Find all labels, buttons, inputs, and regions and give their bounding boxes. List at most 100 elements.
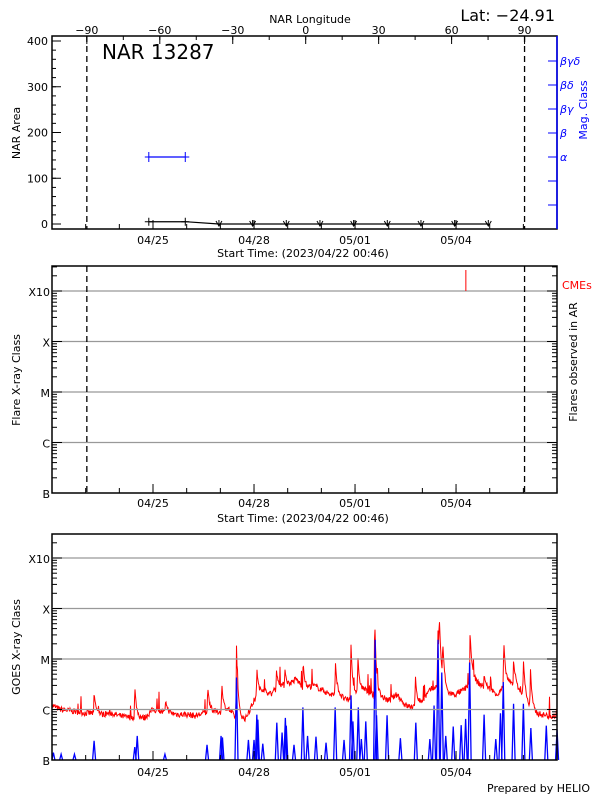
mag-class-axis-label: Mag. Class bbox=[577, 80, 590, 139]
goes-short-channel-spike bbox=[291, 744, 297, 761]
goes-short-channel-spike bbox=[501, 682, 506, 761]
goes-short-channel-spike bbox=[72, 751, 77, 761]
goes-short-channel-spike bbox=[255, 719, 261, 761]
mag-class-tick-label: βδ bbox=[559, 79, 574, 92]
area-point-arrow-down bbox=[249, 220, 257, 227]
longitude-tick-label: 0 bbox=[302, 24, 309, 37]
goes-short-channel-spike bbox=[459, 725, 464, 761]
flare-class-panel: Flare X-ray Class Flares observed in AR … bbox=[10, 265, 592, 525]
goes-short-channel-spike bbox=[481, 714, 487, 761]
goes-short-channel-spike bbox=[511, 703, 516, 761]
goes-short-channel-spike bbox=[451, 726, 456, 761]
area-point-arrow-down bbox=[316, 220, 324, 227]
goes-short-channel-spike bbox=[162, 751, 168, 761]
x-tick-label: 05/04 bbox=[440, 497, 472, 510]
x-tick-label: 05/01 bbox=[339, 234, 371, 247]
latitude-label: Lat: −24.91 bbox=[460, 6, 555, 25]
goes-short-channel-spike bbox=[384, 715, 390, 761]
longitude-tick-label: −90 bbox=[75, 24, 98, 37]
x-tick-label: 04/28 bbox=[238, 234, 270, 247]
right-axis-label: Flares observed in AR bbox=[567, 302, 580, 422]
area-point-arrow-down bbox=[282, 220, 290, 227]
x-tick-label: 05/04 bbox=[440, 234, 472, 247]
goes-short-channel-spike bbox=[528, 727, 534, 761]
x-tick-label: 05/04 bbox=[440, 766, 472, 779]
mag-class-tick-label: βγδ bbox=[559, 55, 581, 68]
y-tick-label: X10 bbox=[28, 553, 50, 566]
area-point-plus bbox=[181, 217, 190, 226]
area-point-arrow-down bbox=[484, 220, 492, 227]
area-point-arrow-down bbox=[215, 220, 223, 227]
cme-legend: CMEs bbox=[562, 279, 592, 292]
y-axis-label: GOES X-ray Class bbox=[10, 599, 23, 695]
goes-short-channel-spike bbox=[435, 639, 441, 761]
area-point-arrow-down bbox=[350, 220, 358, 227]
goes-short-channel-spike bbox=[283, 717, 288, 761]
footer-credit: Prepared by HELIO bbox=[487, 782, 590, 795]
x-tick-label: 04/25 bbox=[137, 234, 169, 247]
x-tick-label: 05/01 bbox=[339, 766, 371, 779]
goes-short-channel-spike bbox=[260, 743, 265, 761]
x-tick-label: 04/25 bbox=[137, 497, 169, 510]
longitude-tick-label: 30 bbox=[372, 24, 386, 37]
goes-short-channel-spike bbox=[467, 662, 472, 761]
plot-frame bbox=[51, 265, 558, 494]
y-tick-label: M bbox=[41, 654, 51, 667]
y-axis-label: Flare X-ray Class bbox=[10, 334, 23, 426]
y-tick-label: B bbox=[42, 488, 50, 501]
goes-short-channel-spike bbox=[300, 707, 306, 761]
goes-short-channel-spike bbox=[398, 738, 403, 761]
goes-short-channel-spike bbox=[427, 738, 433, 761]
mag-class-point bbox=[144, 152, 153, 162]
area-point-plus bbox=[144, 217, 153, 226]
plot-frame bbox=[51, 35, 558, 230]
longitude-tick-label: −30 bbox=[221, 24, 244, 37]
y-tick-label: 100 bbox=[27, 172, 48, 185]
nar-area-panel: NAR Longitude Lat: −24.91 NAR 13287 NAR … bbox=[10, 6, 590, 260]
goes-short-channel-spike bbox=[135, 735, 140, 761]
goes-short-channel-spike bbox=[279, 732, 285, 761]
area-point-arrow-down bbox=[417, 220, 425, 227]
area-point-arrow-down bbox=[383, 220, 391, 227]
goes-short-channel-spike bbox=[356, 707, 361, 761]
goes-short-channel-spike bbox=[443, 735, 448, 761]
goes-short-channel-spike bbox=[284, 725, 289, 761]
goes-long-channel-line bbox=[51, 622, 558, 723]
goes-short-channel-spike bbox=[544, 725, 549, 761]
goes-short-channel-spike bbox=[350, 721, 356, 761]
y-tick-label: M bbox=[41, 387, 51, 400]
goes-short-channel-spike bbox=[363, 721, 368, 761]
goes-short-channel-spike bbox=[58, 751, 64, 761]
goes-short-channel-spike bbox=[246, 739, 251, 761]
goes-xray-panel: GOES X-ray Class Prepared by HELIO 04/25… bbox=[10, 533, 590, 795]
y-tick-label: X bbox=[42, 604, 50, 617]
y-tick-label: C bbox=[42, 705, 50, 718]
x-tick-label: 05/01 bbox=[339, 497, 371, 510]
goes-short-channel-spike bbox=[521, 703, 526, 761]
mag-class-point bbox=[181, 152, 190, 162]
x-tick-label: 04/28 bbox=[238, 766, 270, 779]
goes-short-channel-spike bbox=[323, 742, 329, 761]
y-tick-label: B bbox=[42, 755, 50, 768]
y-tick-label: X10 bbox=[28, 286, 50, 299]
y-axis-label: NAR Area bbox=[10, 107, 23, 159]
region-title: NAR 13287 bbox=[102, 40, 215, 64]
goes-short-channel-spike bbox=[204, 744, 210, 761]
goes-short-channel-spike bbox=[305, 735, 310, 761]
goes-short-channel-spike bbox=[493, 738, 498, 761]
goes-short-channel-spike bbox=[333, 707, 338, 761]
goes-short-channel-spike bbox=[254, 714, 259, 761]
mag-class-tick-label: βγ bbox=[559, 103, 574, 116]
y-tick-label: 200 bbox=[27, 127, 48, 140]
x-axis-label: Start Time: (2023/04/22 00:46) bbox=[217, 512, 389, 525]
x-axis-label: Start Time: (2023/04/22 00:46) bbox=[217, 247, 389, 260]
mag-class-tick-label: α bbox=[560, 151, 568, 164]
goes-short-channel-spike bbox=[439, 672, 444, 761]
goes-short-channel-spike bbox=[274, 722, 279, 761]
mag-class-tick-label: β bbox=[559, 127, 567, 140]
goes-short-channel-spike bbox=[313, 736, 319, 761]
longitude-axis-title: NAR Longitude bbox=[269, 13, 351, 26]
goes-short-channel-spike bbox=[463, 718, 468, 761]
goes-short-channel-spike bbox=[91, 740, 97, 761]
